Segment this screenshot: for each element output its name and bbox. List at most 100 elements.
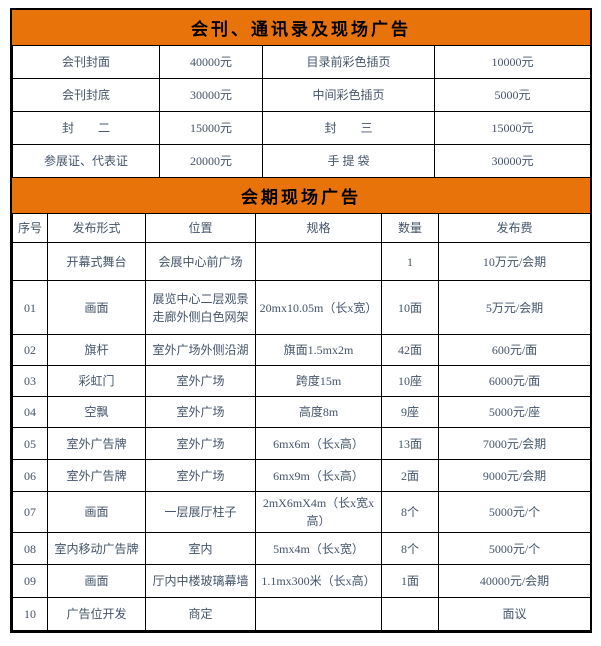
form-cell: 彩虹门 [47, 365, 146, 397]
qty-cell: 8个 [381, 532, 439, 565]
spec-cell: 20mx10.05m（长x宽） [255, 280, 382, 335]
journal-table-row: 封 二 15000元封 三 15000元 [12, 111, 591, 145]
fee-cell: 5000元/座 [438, 396, 591, 428]
price-cell: 15000元 [434, 111, 591, 145]
column-header: 发布费 [438, 213, 591, 243]
location-cell: 商定 [145, 597, 256, 631]
form-cell: 开幕式舞台 [47, 242, 146, 281]
journal-ads-table: 会刊封面 40000元 目录前彩色插页 10000元 会刊封底 30000元 中间彩色插页 5… [12, 45, 591, 178]
location-cell: 室内 [145, 532, 256, 565]
fee-cell: 5000元/个 [438, 491, 591, 533]
qty-cell: 1面 [381, 564, 439, 598]
location-cell: 展览中心二层观景走廊外侧白色网架 [145, 280, 256, 335]
serial-cell: 02 [12, 334, 48, 366]
serial-cell: 10 [12, 597, 48, 631]
column-header: 发布形式 [47, 213, 146, 243]
serial-cell: 01 [12, 280, 48, 335]
onsite-ads-table: 序号 发布形式 位置 规格 数量 发布费 开幕式舞台 会展中心前广场 1 10万元/会期 01 画面… [12, 213, 591, 631]
item-label-cell: 封 二 [12, 111, 160, 145]
form-cell: 广告位开发 [47, 597, 146, 631]
spec-cell: 6mx9m（长x高） [255, 459, 382, 492]
item-label-cell: 参展证、代表证 [12, 144, 160, 178]
journal-table-row: 参展证、代表证 20000元手 提 袋 30000元 [12, 144, 591, 178]
onsite-table-row: 04 空飘 室外广场 高度8m 9座 5000元/座 [12, 396, 591, 428]
item-label-cell: 会刊封底 [12, 78, 160, 112]
section1-title-banner: 会刊、通讯录及现场广告 [12, 10, 590, 45]
serial-cell: 04 [12, 396, 48, 428]
price-cell: 30000元 [434, 144, 591, 178]
form-cell: 空飘 [47, 396, 146, 428]
column-header: 规格 [255, 213, 382, 243]
qty-cell: 13面 [381, 427, 439, 460]
item-label-cell: 目录前彩色插页 [262, 45, 435, 79]
column-header: 数量 [381, 213, 439, 243]
location-cell: 会展中心前广场 [145, 242, 256, 281]
journal-table-row: 会刊封面 40000元 目录前彩色插页 10000元 [12, 45, 591, 79]
item-label-cell: 封 三 [262, 111, 435, 145]
price-cell: 5000元 [434, 78, 591, 112]
price-cell: 40000元 [159, 45, 263, 79]
form-cell: 室外广告牌 [47, 427, 146, 460]
onsite-table-row: 10 广告位开发 商定 面议 [12, 597, 591, 631]
qty-cell: 10座 [381, 365, 439, 397]
fee-cell: 面议 [438, 597, 591, 631]
onsite-table-row: 08 室内移动广告牌 室内 5mx4m（长x宽） 8个 5000元/个 [12, 532, 591, 565]
location-cell: 室外广场 [145, 396, 256, 428]
qty-cell: 2面 [381, 459, 439, 492]
qty-cell: 8个 [381, 491, 439, 533]
fee-cell: 5万元/会期 [438, 280, 591, 335]
item-label-cell: 中间彩色插页 [262, 78, 435, 112]
spec-cell [255, 597, 382, 631]
price-cell: 20000元 [159, 144, 263, 178]
serial-cell [12, 242, 48, 281]
ad-price-sheet: 会刊、通讯录及现场广告 会刊封面 40000元 目录前彩色插页 10000元 会刊封底 3… [10, 8, 592, 633]
form-cell: 旗杆 [47, 334, 146, 366]
spec-cell: 高度8m [255, 396, 382, 428]
serial-cell: 07 [12, 491, 48, 533]
page: 会刊、通讯录及现场广告 会刊封面 40000元 目录前彩色插页 10000元 会刊封底 3… [10, 8, 592, 633]
spec-cell [255, 242, 382, 281]
spec-cell: 跨度15m [255, 365, 382, 397]
onsite-table-row: 09 画面 厅内中楼玻璃幕墙 1.1mx300米（长x高） 1面 40000元/会期 [12, 564, 591, 598]
item-label-cell: 手 提 袋 [262, 144, 435, 178]
fee-cell: 9000元/会期 [438, 459, 591, 492]
serial-cell: 06 [12, 459, 48, 492]
fee-cell: 600元/面 [438, 334, 591, 366]
fee-cell: 6000元/面 [438, 365, 591, 397]
spec-cell: 1.1mx300米（长x高） [255, 564, 382, 598]
fee-cell: 5000元/个 [438, 532, 591, 565]
spec-cell: 6mx6m（长x高） [255, 427, 382, 460]
form-cell: 画面 [47, 491, 146, 533]
location-cell: 厅内中楼玻璃幕墙 [145, 564, 256, 598]
onsite-table-row: 开幕式舞台 会展中心前广场 1 10万元/会期 [12, 242, 591, 281]
qty-cell: 1 [381, 242, 439, 281]
price-cell: 30000元 [159, 78, 263, 112]
serial-cell: 09 [12, 564, 48, 598]
form-cell: 画面 [47, 564, 146, 598]
spec-cell: 旗面1.5mx2m [255, 334, 382, 366]
qty-cell: 10面 [381, 280, 439, 335]
onsite-table-row: 05 室外广告牌 室外广场 6mx6m（长x高） 13面 7000元/会期 [12, 427, 591, 460]
onsite-table-row: 01 画面 展览中心二层观景走廊外侧白色网架 20mx10.05m（长x宽） 10面 5万… [12, 280, 591, 335]
spec-cell: 2mX6mX4m（长x宽x高） [255, 491, 382, 533]
price-cell: 15000元 [159, 111, 263, 145]
form-cell: 室外广告牌 [47, 459, 146, 492]
qty-cell: 9座 [381, 396, 439, 428]
form-cell: 画面 [47, 280, 146, 335]
form-cell: 室内移动广告牌 [47, 532, 146, 565]
onsite-table-row: 03 彩虹门 室外广场 跨度15m 10座 6000元/面 [12, 365, 591, 397]
fee-cell: 7000元/会期 [438, 427, 591, 460]
fee-cell: 10万元/会期 [438, 242, 591, 281]
onsite-table-row: 06 室外广告牌 室外广场 6mx9m（长x高） 2面 9000元/会期 [12, 459, 591, 492]
item-label-cell: 会刊封面 [12, 45, 160, 79]
onsite-table-row: 02 旗杆 室外广场外侧沿湖 旗面1.5mx2m 42面 600元/面 [12, 334, 591, 366]
price-cell: 10000元 [434, 45, 591, 79]
onsite-table-header-row: 序号 发布形式 位置 规格 数量 发布费 [12, 213, 591, 243]
serial-cell: 05 [12, 427, 48, 460]
column-header: 序号 [12, 213, 48, 243]
qty-cell: 42面 [381, 334, 439, 366]
section1-title: 会刊、通讯录及现场广告 [191, 20, 411, 39]
section2-title: 会期现场广告 [241, 188, 361, 207]
section2-title-banner: 会期现场广告 [12, 178, 590, 213]
location-cell: 室外广场外侧沿湖 [145, 334, 256, 366]
